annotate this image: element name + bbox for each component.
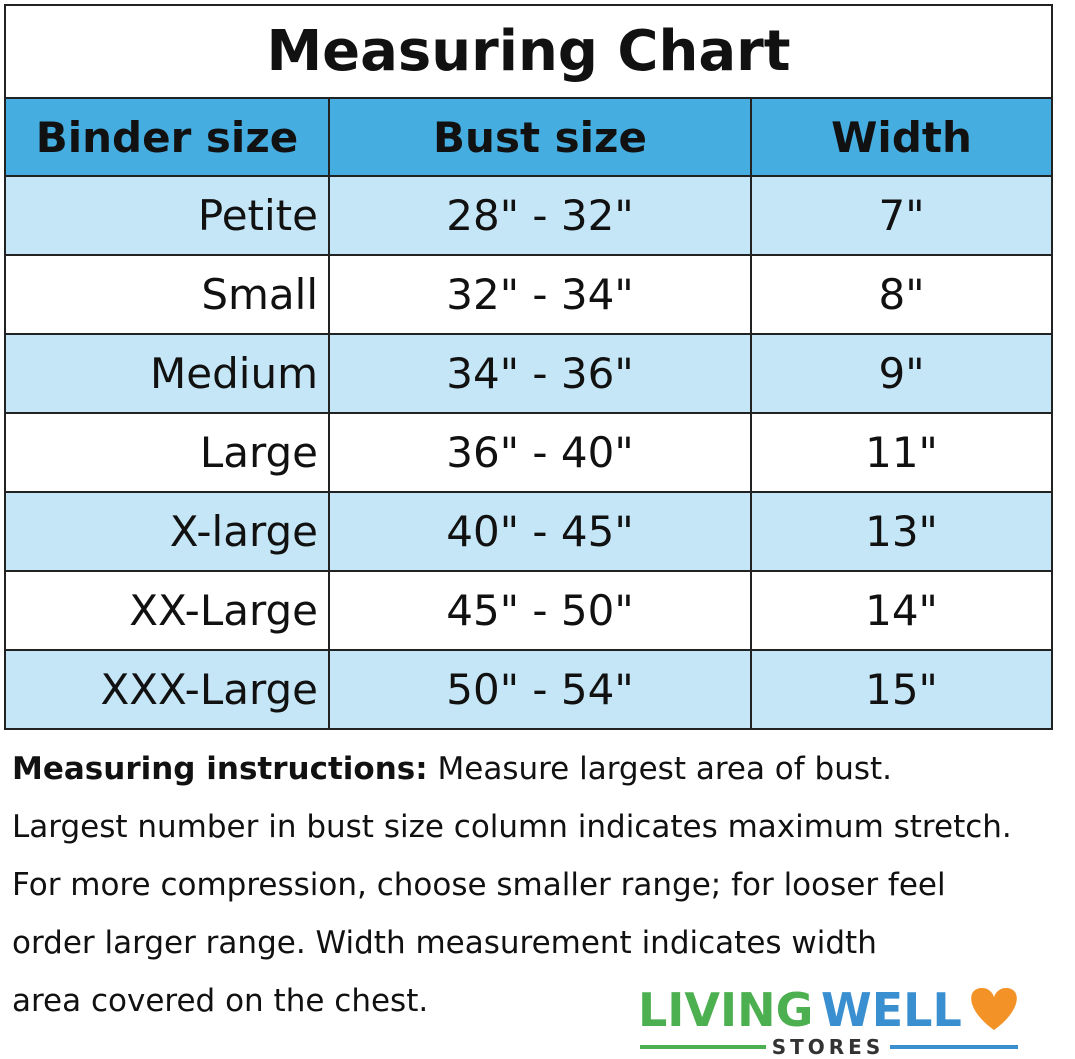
header-cell: Width (831, 112, 972, 162)
logo-word: LIVING (638, 983, 813, 1037)
table-cell: 13" (865, 507, 938, 556)
table-row: Medium 34" - 36" 9" (6, 335, 1051, 414)
header-row: Binder size Bust size Width (6, 99, 1051, 177)
table-title: Measuring Chart (6, 6, 1051, 99)
table-cell: Petite (6, 177, 330, 254)
table-row: X-large 40" - 45" 13" (6, 493, 1051, 572)
instruction-line: Measuring instructions: Measure largest … (12, 740, 1012, 798)
logo-heart (971, 988, 1017, 1030)
instructions: Measuring instructions: Measure largest … (12, 740, 1012, 1030)
header-cell: Binder size (6, 99, 330, 175)
table-cell: 11" (865, 428, 938, 477)
table-row: Small 32" - 34" 8" (6, 256, 1051, 335)
table-cell: 8" (878, 270, 925, 319)
table-cell: Large (6, 414, 330, 491)
instruction-line: area covered on the chest. (12, 972, 1012, 1030)
table-row: XXX-Large 50" - 54" 15" (6, 651, 1051, 728)
table-cell: 50" - 54" (330, 651, 752, 728)
instruction-text: For more compression, choose smaller ran… (12, 867, 946, 903)
table-cell: 9" (878, 349, 925, 398)
table-row: XX-Large 45" - 50" 14" (6, 572, 1051, 651)
logo-word: WELL (821, 983, 962, 1037)
table-cell: 40" - 45" (330, 493, 752, 570)
header-cell: Bust size (330, 99, 752, 175)
instruction-line: Largest number in bust size column indic… (12, 798, 1012, 856)
table-cell: 14" (865, 586, 938, 635)
instruction-text: Measure largest area of bust. (437, 751, 893, 787)
instruction-label: Measuring instructions: (12, 751, 428, 787)
instruction-text: order larger range. Width measurement in… (12, 925, 877, 961)
instruction-line: order larger range. Width measurement in… (12, 914, 1012, 972)
logo: LIVING WELL STORES (638, 983, 1018, 1056)
instruction-text: area covered on the chest. (12, 983, 429, 1019)
table-cell: X-large (6, 493, 330, 570)
table-cell: XXX-Large (6, 651, 330, 728)
measuring-table: Measuring Chart Binder size Bust size Widt… (4, 4, 1053, 730)
instruction-line: For more compression, choose smaller ran… (12, 856, 1012, 914)
logo-sub: STORES (772, 1035, 885, 1056)
table-cell: 15" (865, 665, 938, 714)
table-cell: Medium (6, 335, 330, 412)
instruction-text: Largest number in bust size column indic… (12, 809, 1012, 845)
table-row: Large 36" - 40" 11" (6, 414, 1051, 493)
table-cell: 32" - 34" (330, 256, 752, 333)
table-cell: Small (6, 256, 330, 333)
table-row: Petite 28" - 32" 7" (6, 177, 1051, 256)
table-cell: 7" (878, 191, 925, 240)
table-cell: 36" - 40" (330, 414, 752, 491)
table-cell: 34" - 36" (330, 335, 752, 412)
table-cell: XX-Large (6, 572, 330, 649)
table-cell: 28" - 32" (330, 177, 752, 254)
table-cell: 45" - 50" (330, 572, 752, 649)
